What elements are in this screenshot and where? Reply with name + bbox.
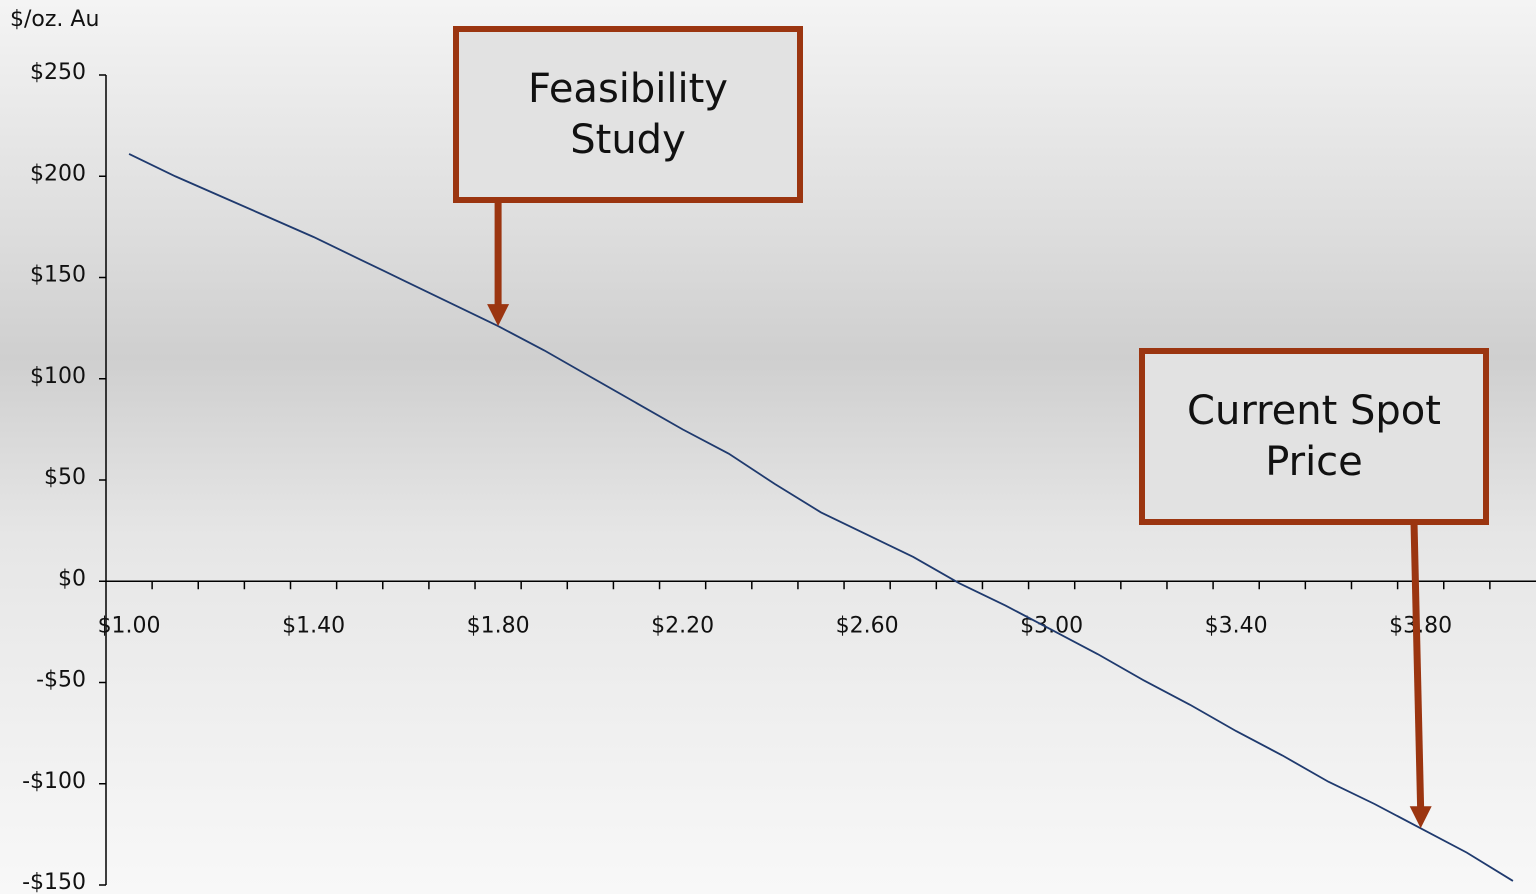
y-tick-label: -$150 xyxy=(22,870,86,894)
y-tick-label: $0 xyxy=(58,566,86,591)
x-tick-label: $1.00 xyxy=(98,613,161,638)
x-tick-label: $3.80 xyxy=(1389,613,1452,638)
y-tick-label: $100 xyxy=(30,364,86,389)
x-tick-label: $3.00 xyxy=(1020,613,1083,638)
y-tick-label: $150 xyxy=(30,263,86,288)
x-tick-label: $3.40 xyxy=(1205,613,1268,638)
x-tick-label: $1.40 xyxy=(282,613,345,638)
annotation-text: Feasibility xyxy=(528,66,728,112)
x-tick-label: $2.60 xyxy=(836,613,899,638)
annotation-box xyxy=(453,26,803,203)
arrow-shaft xyxy=(1410,521,1425,811)
y-tick-label: $50 xyxy=(44,465,86,490)
y-axis-label: $/oz. Au xyxy=(10,7,99,32)
data-line xyxy=(128,153,1514,882)
x-tick-label: $2.20 xyxy=(651,613,714,638)
annotation-text: Study xyxy=(570,117,686,163)
arrow-head xyxy=(1409,806,1432,829)
y-tick-label: $250 xyxy=(30,60,86,85)
x-tick-label: $1.80 xyxy=(467,613,530,638)
annotation-text: Current Spot xyxy=(1187,388,1441,434)
annotation-text: Price xyxy=(1265,439,1363,485)
y-tick-label: $200 xyxy=(30,161,86,186)
annotation-box xyxy=(1139,348,1489,525)
y-tick-label: -$50 xyxy=(36,668,86,693)
y-tick-label: -$100 xyxy=(22,769,86,794)
arrow-head xyxy=(487,304,510,327)
